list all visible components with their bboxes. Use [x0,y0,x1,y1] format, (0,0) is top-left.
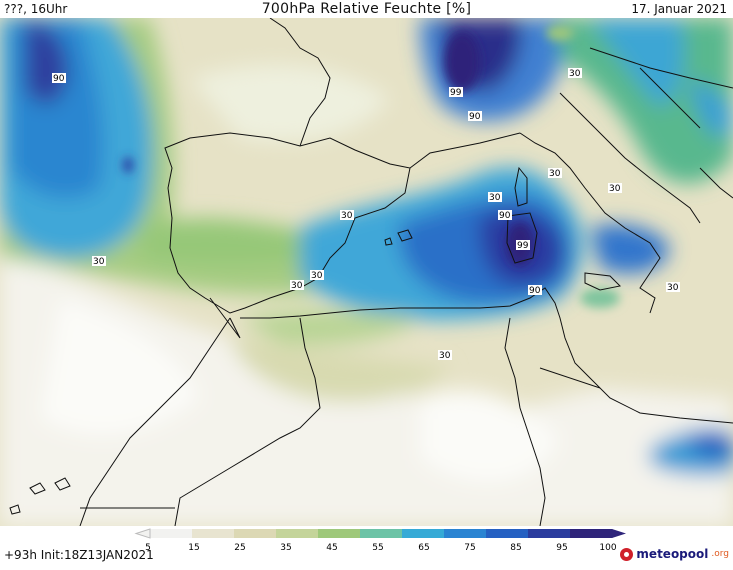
contour-label: 30 [489,193,501,203]
coastlines [9,18,733,526]
legend-tick: 100 [599,543,616,553]
humidity-map: 90 99 90 30 30 30 30 90 99 30 90 30 30 3… [0,18,733,526]
contour-label: 30 [609,184,621,194]
model-run-label: +93h Init:18Z13JAN2021 [4,548,154,562]
humidity-fill-layer [0,18,733,526]
legend-tick: 55 [372,543,383,553]
legend-tick: 15 [188,543,199,553]
legend-tick: 75 [464,543,475,553]
brand-icon [620,547,634,561]
contour-label-box [488,192,502,202]
colorbar-swatch [150,529,193,538]
colorbar-min-arrow [134,528,151,539]
contour-label-box [468,111,482,121]
contour-label: 30 [311,271,323,281]
colorbar: 5 15 25 35 45 55 65 75 85 95 100 [134,528,626,553]
colorbar-swatch [192,529,235,538]
brand-name: meteopool [636,547,709,561]
colorbar-swatch [276,529,319,538]
map-title: 700hPa Relative Feuchte [%] [261,1,472,17]
contour-label-box [608,183,622,193]
legend-tick: 85 [510,543,521,553]
colorbar-swatch [234,529,277,538]
contour-labels: 90 99 90 30 30 30 30 90 99 30 90 30 30 3… [52,68,680,361]
contour-label-box [498,210,512,220]
legend: 5 15 25 35 45 55 65 75 85 95 100 +93h In… [0,526,733,566]
contour-label-box [568,68,582,78]
colorbar-max-arrow [612,529,626,538]
contour-label-box [548,168,562,178]
contour-label-box [290,280,304,290]
contour-label-box [449,87,463,97]
contour-label-box [92,256,106,266]
contour-label-box [340,210,354,220]
colorbar-swatch [528,529,571,538]
contour-label: 99 [450,88,462,98]
contour-label: 30 [549,169,561,179]
contour-label-box [52,73,66,83]
contour-label-box [438,350,452,360]
colorbar-swatch [486,529,529,538]
contour-label: 90 [469,112,481,122]
colorbar-swatch [402,529,445,538]
contour-label: 30 [93,257,105,267]
contour-label: 30 [341,211,353,221]
legend-tick: 65 [418,543,429,553]
location-time-label: ???, 16Uhr [4,2,68,16]
contour-label: 30 [569,69,581,79]
contour-label-box [516,240,530,250]
contour-label: 30 [291,281,303,291]
contour-label: 90 [499,211,511,221]
legend-tick: 25 [234,543,245,553]
brand-logo[interactable]: meteopool .org [620,547,729,561]
contour-label: 30 [667,283,679,293]
brand-tld: .org [711,549,729,559]
colorbar-swatch [570,529,613,538]
legend-tick: 45 [326,543,337,553]
contour-label-box [528,285,542,295]
colorbar-swatch [360,529,403,538]
contour-label: 90 [529,286,541,296]
contour-label-box [666,282,680,292]
legend-tick: 95 [556,543,567,553]
valid-date-label: 17. Januar 2021 [631,2,727,16]
legend-tick: 35 [280,543,291,553]
colorbar-swatch [318,529,361,538]
contour-label: 99 [517,241,529,251]
colorbar-swatch [444,529,487,538]
contour-label: 90 [53,74,65,84]
contour-label-box [310,270,324,280]
contour-label: 30 [439,351,451,361]
legend-tick: 5 [145,543,151,553]
